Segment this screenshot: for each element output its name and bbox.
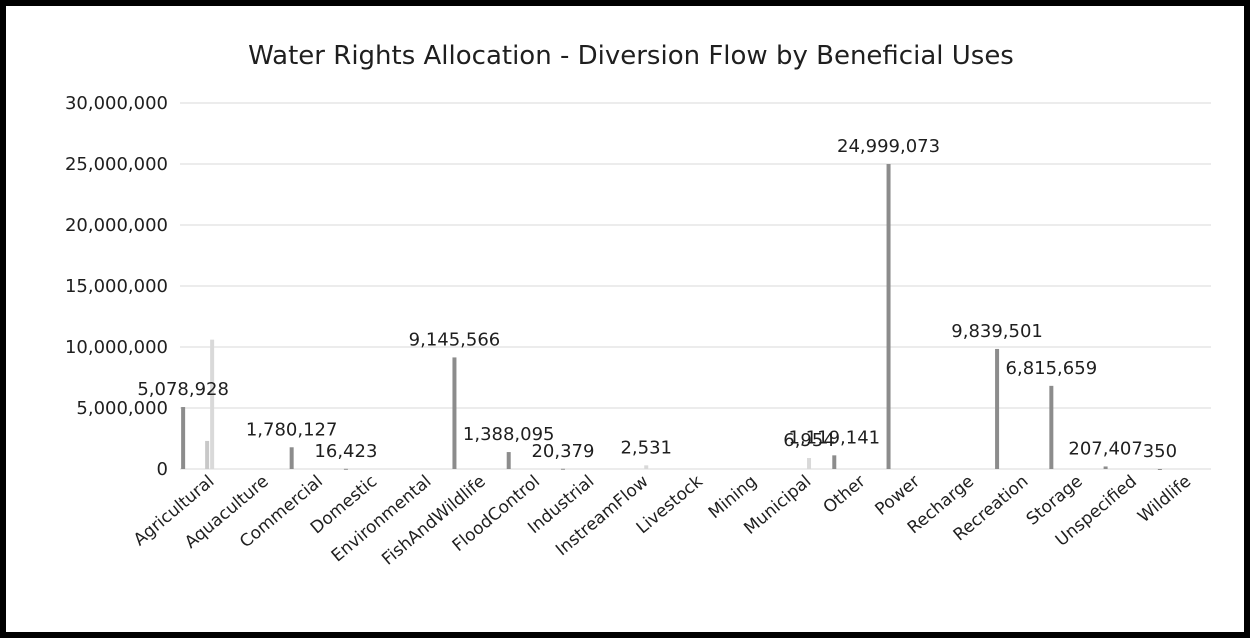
- y-axis-tick-labels: 0 5,000,000 10,000,000 15,000,000 20,000,000…: [65, 93, 168, 480]
- data-label: 24,999,073: [837, 136, 940, 157]
- data-label: 350: [1143, 441, 1177, 462]
- data-label: 207,407: [1068, 438, 1142, 459]
- data-label: 1,780,127: [246, 419, 338, 440]
- bar: [644, 465, 649, 469]
- x-tick-label: Wildlife: [1134, 472, 1195, 528]
- bar: [1049, 385, 1054, 469]
- bar: [343, 468, 348, 470]
- x-tick-label: InstreamFlow: [552, 471, 652, 560]
- x-axis-tick-labels: AgriculturalAquacultureCommercialDomesti…: [130, 471, 1195, 569]
- bar: [1157, 468, 1162, 470]
- data-label: 9,145,566: [409, 329, 501, 350]
- data-label: 20,379: [531, 441, 594, 462]
- bar: [181, 407, 186, 469]
- y-tick-label: 5,000,000: [76, 398, 168, 419]
- gridlines: [180, 102, 1211, 470]
- bar: [452, 357, 457, 469]
- data-label: 6,954: [783, 430, 835, 451]
- bar: [205, 440, 210, 469]
- y-tick-label: 0: [157, 459, 168, 480]
- y-tick-label: 20,000,000: [65, 215, 168, 236]
- bars: [181, 164, 1162, 470]
- bar: [886, 164, 891, 470]
- chart-title: Water Rights Allocation - Diversion Flow…: [248, 41, 1014, 71]
- bar: [1103, 466, 1108, 469]
- data-label: 1,388,095: [463, 424, 555, 445]
- y-tick-label: 30,000,000: [65, 93, 168, 114]
- x-tick-label: Other: [820, 472, 870, 518]
- bar: [289, 447, 294, 469]
- y-tick-label: 10,000,000: [65, 337, 168, 358]
- data-label: 9,839,501: [951, 321, 1043, 342]
- bar: [832, 455, 837, 469]
- data-label: 2,531: [620, 437, 672, 458]
- y-tick-label: 15,000,000: [65, 276, 168, 297]
- data-label: 1,119,141: [788, 427, 880, 448]
- data-label: 16,423: [314, 441, 377, 462]
- chart-canvas: Water Rights Allocation - Diversion Flow…: [65, 41, 1211, 570]
- bar: [995, 348, 1000, 469]
- y-tick-label: 25,000,000: [65, 154, 168, 175]
- bar: [560, 468, 565, 470]
- data-label: 6,815,659: [1006, 358, 1098, 379]
- bar: [807, 458, 812, 469]
- data-label: 5,078,928: [137, 379, 229, 400]
- bar: [506, 452, 511, 469]
- bar: [210, 339, 215, 469]
